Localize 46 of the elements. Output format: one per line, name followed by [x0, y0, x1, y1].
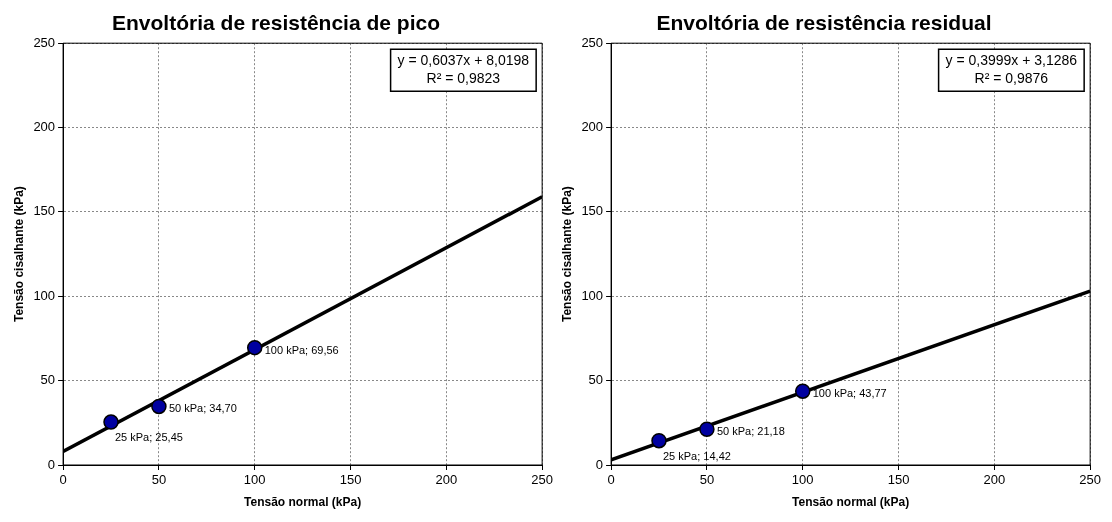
data-label: 50 kPa; 34,70	[168, 402, 237, 415]
annotation: R² = 0,9876	[974, 70, 1049, 87]
point	[103, 414, 119, 430]
x-axis-title: Tensão normal (kPa)	[244, 495, 362, 510]
y-tick-label: 200	[33, 119, 56, 135]
point	[699, 421, 715, 438]
y-tick-label: 100	[33, 287, 56, 303]
annotation: R² = 0,9823	[426, 70, 501, 87]
y-axis-title: Tensão cisalhante (kPa)	[11, 186, 26, 323]
point	[794, 383, 811, 399]
y-tick-label: 250	[581, 34, 604, 50]
data-label: 50 kPa; 21,18	[716, 425, 785, 438]
x-axis-title: Tensão normal (kPa)	[792, 495, 910, 510]
point	[151, 398, 167, 415]
x-tick-label: 50	[151, 472, 167, 488]
annotation: y = 0,3999x + 3,1286	[945, 52, 1078, 69]
y-tick-label: 0	[47, 456, 56, 472]
chart-title: Envoltória de resistência de pico	[112, 11, 440, 35]
x-tick-label: 0	[59, 472, 67, 488]
chart-title: Envoltória de resistência residual	[656, 11, 992, 35]
x-tick-label: 200	[983, 472, 1006, 488]
y-tick-label: 200	[581, 119, 604, 135]
x-tick-label: 150	[339, 472, 362, 488]
y-tick-label: 150	[33, 203, 56, 219]
x-tick-label: 100	[791, 472, 814, 488]
y-tick-label: 150	[581, 203, 604, 219]
y-tick-label: 50	[588, 372, 604, 388]
x-tick-label: 150	[887, 472, 910, 488]
x-tick-label: 50	[699, 472, 715, 488]
x-tick-label: 200	[435, 472, 458, 488]
x-tick-label: 250	[1079, 472, 1102, 488]
y-tick-label: 0	[595, 456, 604, 472]
y-tick-label: 50	[40, 372, 56, 388]
annotation: y = 0,6037x + 8,0198	[397, 52, 530, 69]
data-label: 100 kPa; 43,77	[812, 387, 887, 400]
y-axis-title: Tensão cisalhante (kPa)	[559, 186, 574, 323]
data-label: 100 kPa; 69,56	[264, 343, 339, 356]
y-tick-label: 250	[33, 34, 56, 50]
y-tick-label: 100	[581, 287, 604, 303]
x-tick-label: 0	[607, 472, 615, 488]
data-label: 25 kPa; 25,45	[115, 431, 183, 444]
x-tick-label: 100	[243, 472, 266, 488]
point	[651, 432, 667, 449]
x-tick-label: 250	[531, 472, 554, 488]
point	[246, 339, 263, 356]
data-label: 25 kPa; 14,42	[663, 449, 731, 462]
